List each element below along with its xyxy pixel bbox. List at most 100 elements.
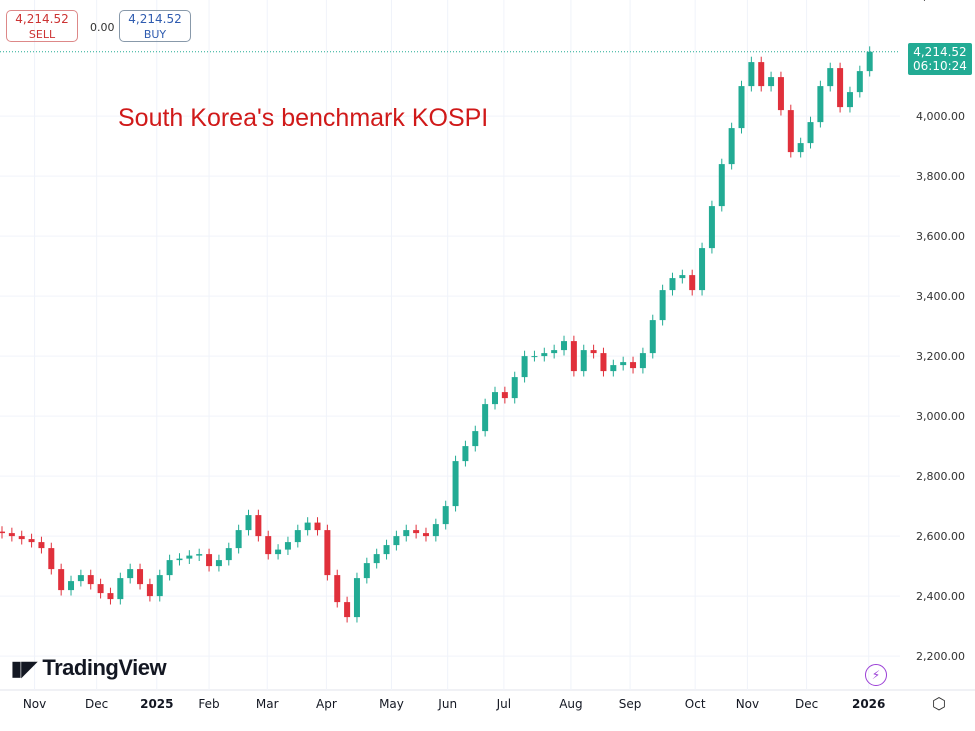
candle-up <box>353 578 360 618</box>
candle-up <box>699 248 706 291</box>
x-tick-label: Nov <box>23 697 46 711</box>
candle-up <box>551 350 558 354</box>
candle-up <box>482 404 489 432</box>
candle-down <box>324 530 331 576</box>
candle-up <box>235 530 242 549</box>
candle-up <box>442 506 449 525</box>
x-tick-label: 2026 <box>852 697 885 711</box>
candle-down <box>58 569 65 591</box>
candle-down <box>48 548 55 570</box>
candle-down <box>758 62 765 87</box>
candle-up <box>127 569 134 579</box>
candle-down <box>837 68 844 108</box>
candle-up <box>373 554 380 564</box>
x-tick-label: Apr <box>316 697 337 711</box>
candle-down <box>28 539 35 543</box>
candle-up <box>817 86 824 123</box>
candle-down <box>777 77 784 111</box>
last-price-label: 4,214.52 06:10:24 <box>908 43 972 75</box>
y-tick-label: 4,400.00 <box>916 0 965 3</box>
candle-down <box>570 341 577 372</box>
sell-label: SELL <box>28 28 56 41</box>
x-tick-label: Jun <box>437 697 457 711</box>
sell-button[interactable]: 4,214.52 SELL <box>6 10 78 42</box>
candle-down <box>0 531 5 534</box>
candle-down <box>501 392 508 399</box>
candle-down <box>344 602 351 618</box>
candle-up <box>196 554 203 556</box>
buy-button[interactable]: 4,214.52 BUY <box>119 10 191 42</box>
candle-down <box>38 542 45 549</box>
x-tick-label: Oct <box>685 697 706 711</box>
tradingview-logo[interactable]: ▮◤ TradingView <box>11 655 167 680</box>
candle-up <box>215 560 222 567</box>
x-tick-label: Aug <box>559 697 582 711</box>
candle-down <box>255 515 262 537</box>
x-tick-label: May <box>379 697 404 711</box>
candle-up <box>383 545 390 555</box>
candle-down <box>97 584 104 594</box>
candle-up <box>186 555 193 559</box>
candle-up <box>304 522 311 531</box>
candle-up <box>68 581 75 591</box>
lightning-icon[interactable]: ⚡ <box>865 664 887 686</box>
candle-up <box>531 356 538 358</box>
candle-up <box>166 560 173 576</box>
spread: 0.00 <box>90 21 115 34</box>
x-tick-label: Sep <box>619 697 642 711</box>
candle-up <box>856 71 863 93</box>
candle-up <box>541 353 548 357</box>
chart-annotation: South Korea's benchmark KOSPI <box>118 104 489 132</box>
candle-down <box>87 575 94 585</box>
x-tick-label: Dec <box>85 697 108 711</box>
candle-up <box>363 563 370 579</box>
candle-down <box>206 554 213 567</box>
candle-up <box>649 320 656 354</box>
candle-up <box>679 275 686 279</box>
candle-up <box>748 62 755 87</box>
candle-up <box>275 549 282 555</box>
candle-up <box>807 122 814 144</box>
candle-up <box>561 341 568 351</box>
buy-price: 4,214.52 <box>128 12 182 26</box>
candle-up <box>866 51 873 72</box>
candle-up <box>728 128 735 165</box>
candle-down <box>630 362 637 369</box>
candle-up <box>846 92 853 108</box>
candle-up <box>620 362 627 366</box>
candle-up <box>117 578 124 600</box>
candle-up <box>659 290 666 321</box>
last-price: 4,214.52 <box>913 45 967 59</box>
sell-price: 4,214.52 <box>15 12 69 26</box>
bar-countdown: 06:10:24 <box>913 59 967 73</box>
candle-up <box>827 68 834 87</box>
x-tick-label: 2025 <box>140 697 173 711</box>
x-tick-label: Nov <box>736 697 759 711</box>
y-tick-label: 4,000.00 <box>916 110 965 123</box>
candle-down <box>422 533 429 537</box>
price-axis: 2,200.00 2,400.00 2,600.00 2,800.00 3,000.00… <box>916 0 965 663</box>
x-tick-label: Dec <box>795 697 818 711</box>
candle-down <box>265 536 272 555</box>
candle-up <box>472 431 479 447</box>
candle-up <box>403 530 410 537</box>
gear-icon[interactable]: ⬡ <box>932 694 946 713</box>
candle-up <box>580 350 587 372</box>
y-tick-label: 2,200.00 <box>916 650 965 663</box>
candle-up <box>462 446 469 462</box>
candle-down <box>18 536 25 540</box>
candle-up <box>521 356 528 378</box>
buy-label: BUY <box>143 28 167 41</box>
candle-down <box>137 569 144 585</box>
y-tick-label: 2,800.00 <box>916 470 965 483</box>
y-tick-label: 3,200.00 <box>916 350 965 363</box>
candle-up <box>432 524 439 537</box>
candle-up <box>708 206 715 249</box>
candle-up <box>511 377 518 399</box>
logo-mark: ▮◤ <box>11 658 37 680</box>
candle-up <box>492 392 498 405</box>
candle-up <box>610 365 617 372</box>
candle-up <box>797 143 804 153</box>
candle-down <box>146 584 153 597</box>
